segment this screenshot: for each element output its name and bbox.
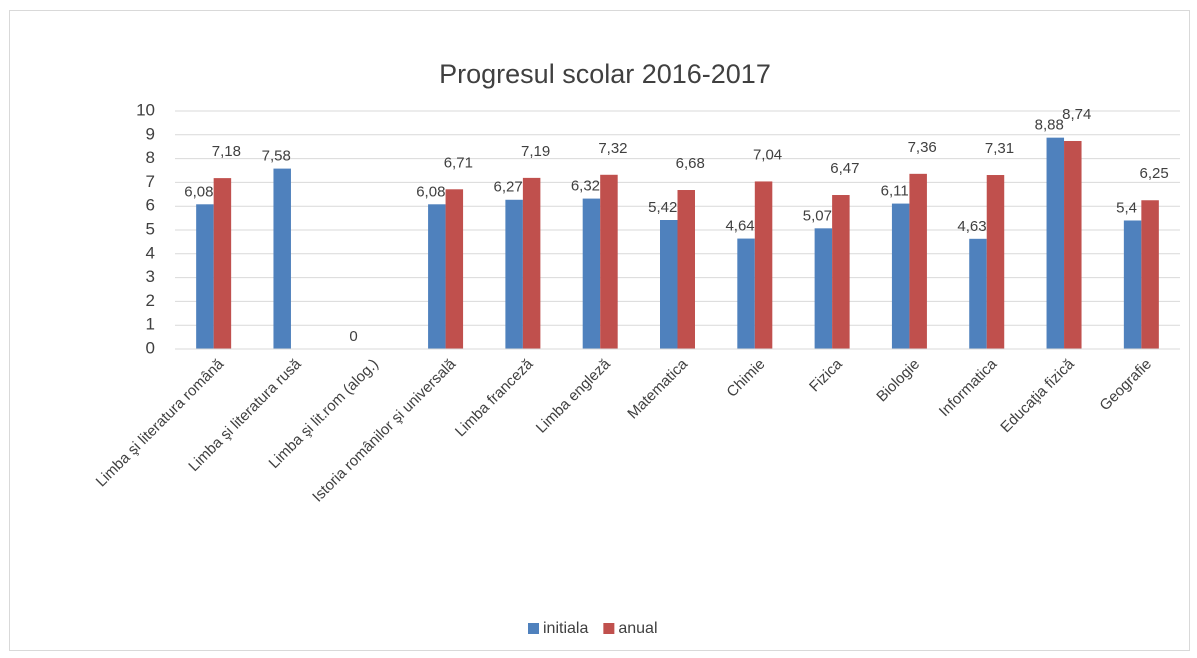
- value-label: 6,27: [494, 179, 523, 196]
- bar: [273, 168, 291, 349]
- bar: [445, 189, 464, 349]
- bar: [986, 175, 1005, 349]
- bar: [213, 178, 232, 349]
- legend-swatch: [528, 623, 539, 634]
- value-label: 7,31: [985, 140, 1014, 157]
- value-label: 0: [349, 328, 357, 345]
- chart-title: Progresul scolar 2016-2017: [439, 59, 771, 89]
- value-label: 6,11: [881, 183, 909, 200]
- value-label: 7,19: [521, 143, 550, 160]
- value-label: 6,32: [571, 178, 600, 195]
- y-tick-label: 6: [146, 196, 155, 215]
- y-tick-label: 10: [136, 100, 155, 119]
- value-label: 5,07: [803, 207, 832, 224]
- value-label: 6,08: [184, 183, 213, 200]
- y-tick-label: 4: [146, 243, 155, 262]
- value-label: 6,68: [676, 155, 705, 172]
- bar: [582, 198, 601, 349]
- y-tick-label: 2: [146, 291, 155, 310]
- bar: [1141, 200, 1159, 349]
- value-label: 7,04: [753, 146, 782, 163]
- legend-swatch: [603, 623, 615, 634]
- bar: [814, 228, 833, 349]
- y-tick-label: 5: [146, 219, 155, 238]
- value-label: 7,18: [212, 143, 241, 160]
- value-label: 7,32: [598, 140, 627, 157]
- value-label: 4,63: [957, 218, 986, 235]
- bar: [891, 203, 910, 349]
- value-label: 7,58: [262, 148, 291, 165]
- value-label: 6,25: [1139, 165, 1168, 182]
- value-label: 5,42: [648, 199, 677, 216]
- bar: [1064, 140, 1082, 349]
- value-label: 4,64: [725, 218, 754, 235]
- bar: [969, 238, 987, 349]
- y-tick-label: 7: [146, 172, 155, 191]
- bar: [1123, 220, 1142, 349]
- value-label: 5,4: [1116, 199, 1137, 216]
- y-tick-label: 3: [146, 267, 155, 286]
- bar: [428, 204, 446, 349]
- bar: [677, 190, 695, 349]
- y-tick-label: 0: [146, 338, 155, 357]
- legend-label: initiala: [543, 620, 588, 637]
- y-tick-label: 9: [146, 124, 155, 143]
- value-label: 6,71: [444, 154, 473, 171]
- value-label: 8,74: [1062, 106, 1091, 123]
- value-label: 7,36: [908, 139, 937, 156]
- bar: [737, 238, 755, 349]
- y-tick-label: 1: [146, 315, 155, 334]
- bar: [909, 173, 927, 349]
- y-tick-label: 8: [146, 148, 155, 167]
- bar: [196, 204, 214, 349]
- bar: [1046, 137, 1065, 349]
- bar: [600, 174, 618, 349]
- bar: [522, 177, 541, 349]
- bar: [660, 220, 678, 349]
- bar: [832, 195, 850, 349]
- value-label: 6,08: [416, 183, 445, 200]
- value-label: 8,88: [1035, 117, 1064, 134]
- bar: [754, 181, 773, 349]
- value-label: 6,47: [830, 160, 859, 177]
- bar: [505, 199, 523, 349]
- legend-label: anual: [618, 620, 657, 637]
